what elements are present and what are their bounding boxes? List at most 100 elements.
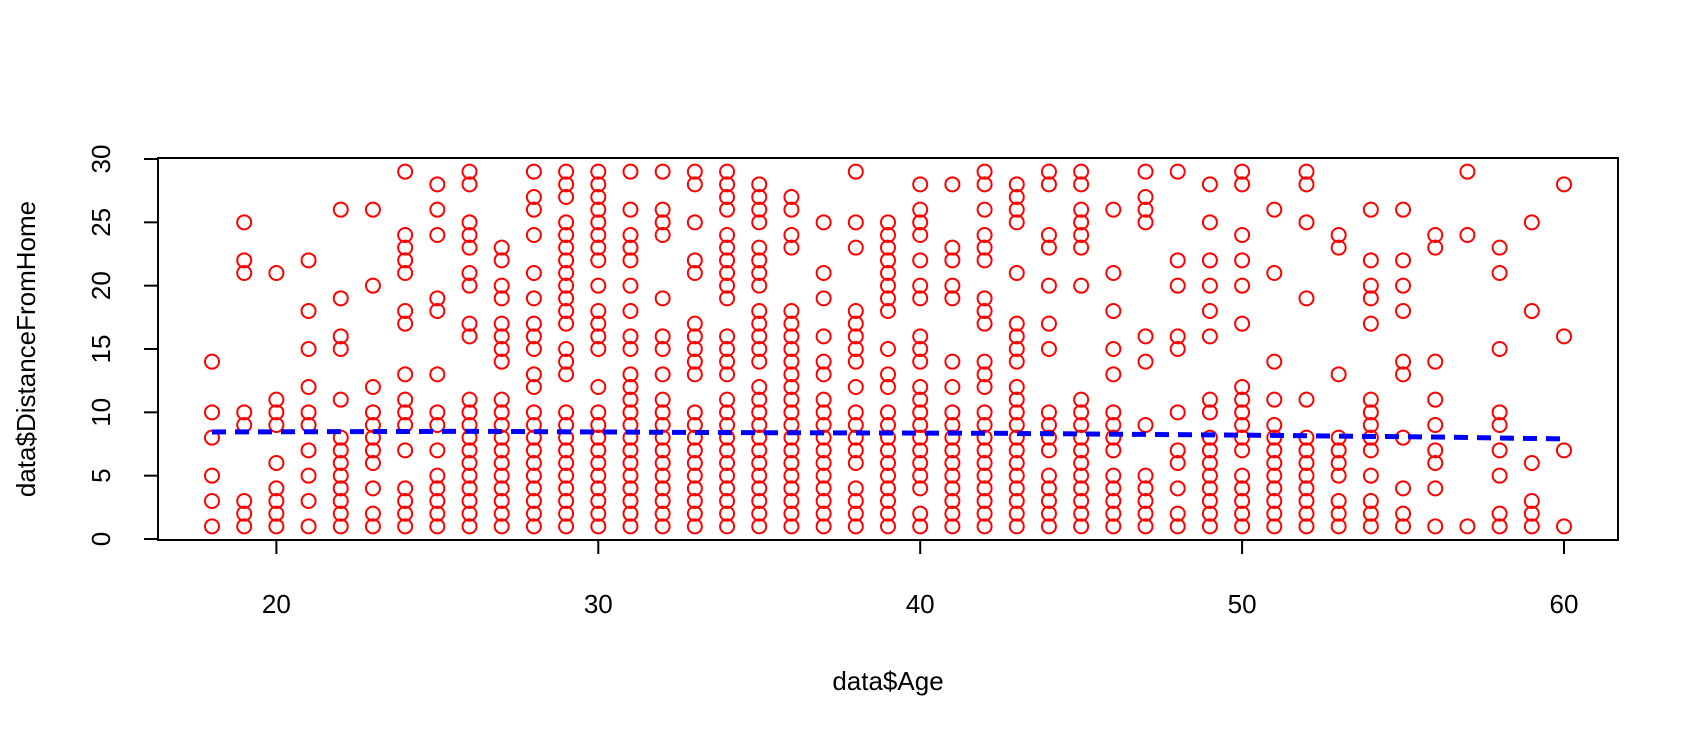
data-point	[1040, 493, 1057, 509]
data-point	[654, 214, 671, 231]
data-point	[751, 429, 768, 446]
data-point	[397, 239, 414, 256]
data-point	[236, 518, 253, 535]
data-point	[1491, 467, 1508, 484]
data-point	[654, 442, 671, 459]
y-tick-label: 15	[86, 335, 116, 364]
data-point	[847, 341, 864, 357]
data-point	[751, 442, 768, 459]
data-point	[1073, 417, 1090, 433]
data-point	[719, 189, 736, 205]
data-point	[1008, 505, 1025, 522]
data-point	[1298, 518, 1315, 535]
data-point	[751, 379, 768, 395]
data-point	[590, 239, 607, 256]
data-point	[1073, 163, 1090, 180]
data-point	[847, 493, 864, 509]
data-point	[847, 379, 864, 395]
data-point	[332, 455, 349, 471]
data-point	[300, 467, 317, 484]
data-point	[558, 176, 575, 193]
data-point	[397, 366, 414, 383]
data-point	[751, 277, 768, 294]
data-point	[558, 505, 575, 522]
data-point	[461, 176, 478, 193]
data-point	[976, 163, 993, 180]
data-point	[429, 366, 446, 383]
data-point	[1362, 518, 1379, 535]
data-point	[1008, 518, 1025, 535]
data-point	[493, 442, 510, 459]
y-tick-label: 10	[86, 398, 116, 427]
data-point	[719, 505, 736, 522]
data-point	[1169, 341, 1186, 357]
data-point	[976, 201, 993, 218]
data-point	[1040, 429, 1057, 446]
data-point	[332, 505, 349, 522]
data-point	[751, 518, 768, 535]
data-point	[493, 328, 510, 345]
data-point	[590, 201, 607, 218]
data-point	[461, 277, 478, 294]
data-point	[1234, 252, 1251, 269]
data-point	[622, 442, 639, 459]
data-point	[686, 467, 703, 484]
data-point	[493, 404, 510, 421]
data-point	[1008, 442, 1025, 459]
data-point	[558, 303, 575, 319]
data-point	[783, 239, 800, 256]
data-point	[719, 493, 736, 509]
data-point	[1556, 442, 1572, 459]
data-point	[558, 518, 575, 535]
data-point	[719, 265, 736, 281]
data-point	[268, 480, 285, 497]
data-point	[1266, 201, 1283, 218]
data-point	[1427, 455, 1444, 471]
data-point	[880, 303, 896, 319]
data-point	[751, 189, 768, 205]
data-point	[686, 505, 703, 522]
data-point	[1556, 518, 1572, 535]
data-point	[622, 227, 639, 243]
data-point	[525, 163, 542, 180]
data-point	[751, 239, 768, 256]
data-point	[719, 404, 736, 421]
data-point	[268, 404, 285, 421]
data-point	[815, 265, 832, 281]
data-point	[719, 201, 736, 218]
data-point	[880, 455, 896, 471]
data-point	[880, 239, 896, 256]
data-point	[719, 455, 736, 471]
data-point	[525, 341, 542, 357]
data-point	[558, 341, 575, 357]
data-point	[1491, 505, 1508, 522]
data-point	[558, 493, 575, 509]
data-point	[1427, 391, 1444, 408]
data-point	[493, 341, 510, 357]
data-point	[236, 404, 253, 421]
data-point	[558, 252, 575, 269]
data-point	[751, 328, 768, 345]
data-point	[654, 404, 671, 421]
data-point	[880, 277, 896, 294]
data-point	[622, 404, 639, 421]
data-point	[976, 239, 993, 256]
data-point	[815, 214, 832, 231]
data-point	[1395, 505, 1412, 522]
data-point	[590, 467, 607, 484]
data-point	[1491, 404, 1508, 421]
data-point	[1073, 455, 1090, 471]
x-tick-label: 30	[584, 589, 613, 619]
data-point	[912, 290, 929, 307]
data-point	[1169, 480, 1186, 497]
data-point	[880, 518, 896, 535]
data-point	[1073, 467, 1090, 484]
data-point	[751, 391, 768, 408]
data-point	[1105, 467, 1122, 484]
data-point	[525, 493, 542, 509]
data-point	[1169, 505, 1186, 522]
data-point	[364, 480, 381, 497]
data-point	[1395, 201, 1412, 218]
data-point	[429, 467, 446, 484]
data-point	[332, 391, 349, 408]
